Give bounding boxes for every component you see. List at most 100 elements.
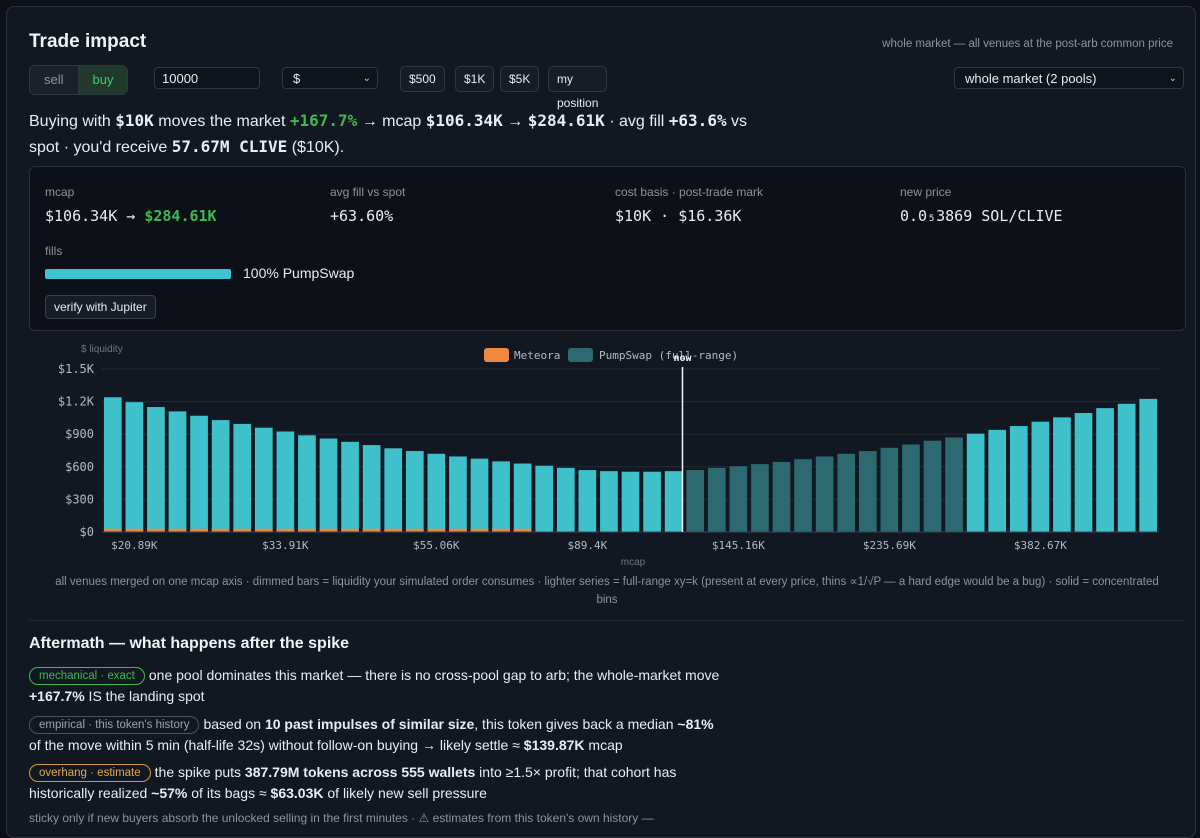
stat-label: cost basis · post-trade mark <box>615 185 764 199</box>
bar-pumpswap <box>880 447 899 532</box>
preset-500-button[interactable]: $500 <box>400 66 445 92</box>
preset-1k-button[interactable]: $1K <box>455 66 495 92</box>
bar-pumpswap <box>1053 417 1071 532</box>
bar-meteora <box>513 528 532 532</box>
aftermath-row-overhang: overhang · estimate the spike puts 387.79… <box>29 762 729 804</box>
row-text: of its bags ≈ <box>187 785 271 801</box>
row-text: based on <box>203 716 265 732</box>
bar-pumpswap <box>902 444 920 532</box>
bar-pumpswap <box>449 456 467 532</box>
scope-select[interactable]: whole market (2 pools) ⌄ <box>954 67 1184 89</box>
currency-select[interactable]: $ ⌄ <box>282 67 378 89</box>
row-text: of likely new sell pressure <box>323 785 487 801</box>
y-tick-label: $300 <box>65 492 94 506</box>
bar-pumpswap <box>1009 426 1028 532</box>
bar-meteora <box>427 528 446 532</box>
x-tick-label: $20.89K <box>111 539 158 552</box>
fills-label: fills <box>45 244 63 258</box>
aftermath-row-empirical: empirical · this token's history based on… <box>29 714 729 756</box>
bar-pumpswap <box>858 451 877 532</box>
stat-cost-basis: cost basis · post-trade mark $10K · $16.… <box>615 185 763 225</box>
bar-meteora <box>211 528 230 532</box>
sell-button[interactable]: sell <box>30 66 78 94</box>
liquidity-chart: $ liquidity $0 $300 $600 $900 $1.2K $1.5K Meteo… <box>58 344 1159 568</box>
bar-pumpswap <box>384 448 403 532</box>
scope-value: whole market (2 pools) <box>965 71 1097 86</box>
stat-label: mcap <box>45 185 75 199</box>
bar-meteora <box>190 528 208 532</box>
bar-pumpswap <box>556 467 575 532</box>
impact-summary: Buying with $10K moves the market +167.7… <box>29 108 769 160</box>
my-position-button[interactable]: my position <box>548 66 608 110</box>
bar-meteora <box>470 528 489 532</box>
bar-pumpswap <box>923 440 942 532</box>
bar-meteora <box>125 528 144 532</box>
stat-value: 0.0₅3869 SOL/CLIVE <box>900 207 1063 225</box>
bar-pumpswap <box>513 463 532 532</box>
stat-avg-fill: avg fill vs spot +63.60% <box>330 185 405 225</box>
bar-pumpswap <box>1096 408 1114 532</box>
row-strong: +167.7% <box>29 688 85 704</box>
y-tick-label: $0 <box>80 525 94 539</box>
bar-pumpswap <box>470 458 489 532</box>
legend-label-pumpswap: PumpSwap (full-range) <box>599 349 738 362</box>
bar-pumpswap <box>103 397 122 532</box>
amount-input[interactable]: 10000 <box>154 67 260 89</box>
aftermath-title: Aftermath — what happens after the spike <box>29 635 350 652</box>
y-tick-label: $900 <box>65 427 94 441</box>
x-tick-label: $235.69K <box>863 539 916 552</box>
summary-arrow: → <box>502 113 528 130</box>
summary-amount: $10K <box>115 111 154 130</box>
bar-pumpswap <box>643 471 661 532</box>
legend-label-meteora: Meteora <box>514 349 560 362</box>
trade-impact-panel: Trade impact whole market — all venues a… <box>6 6 1196 838</box>
summary-move: +167.7% <box>289 111 358 130</box>
buy-button[interactable]: buy <box>77 66 128 94</box>
x-tick-label: $89.4K <box>567 539 607 552</box>
bar-pumpswap <box>168 411 187 532</box>
row-strong: $139.87K <box>523 737 585 753</box>
chevron-down-icon: ⌄ <box>1168 73 1177 84</box>
row-text: the spike puts <box>154 764 245 780</box>
panel-title: Trade impact <box>29 31 147 52</box>
bar-pumpswap <box>772 461 791 532</box>
y-axis-label: $ liquidity <box>81 344 123 355</box>
now-marker-label: now <box>673 353 692 364</box>
x-tick-label: $55.06K <box>413 539 460 552</box>
bar-pumpswap <box>945 437 963 532</box>
bar-pumpswap <box>578 470 597 532</box>
summary-text: ($10K). <box>287 139 345 156</box>
summary-text: vs spot · you'd receive <box>29 113 748 156</box>
section-divider <box>29 620 1184 621</box>
bar-pumpswap <box>600 471 618 532</box>
bar-pumpswap <box>751 464 769 532</box>
summary-text: → mcap <box>357 113 426 130</box>
bar-pumpswap <box>298 435 316 532</box>
preset-5k-button[interactable]: $5K <box>500 66 540 92</box>
bar-pumpswap <box>362 445 381 532</box>
row-strong: 387.79M tokens across 555 wallets <box>244 764 476 780</box>
bar-meteora <box>147 528 165 532</box>
bar-meteora <box>233 528 252 532</box>
stat-mcap: mcap $106.34K → $284.61K <box>45 185 217 225</box>
currency-value: $ <box>293 71 301 86</box>
bar-pumpswap <box>233 423 252 532</box>
row-text: one pool dominates this market — there i… <box>148 667 720 683</box>
row-strong: $63.03K <box>270 785 324 801</box>
side-toggle: sell buy <box>29 65 129 95</box>
bar-pumpswap <box>211 420 230 532</box>
row-strong: ~57% <box>151 785 188 801</box>
bar-meteora <box>319 528 338 532</box>
bar-meteora <box>298 528 316 532</box>
summary-mcap-to: $284.61K <box>527 111 605 130</box>
bar-pumpswap <box>664 471 683 532</box>
stats-card: mcap $106.34K → $284.61K avg fill vs spo… <box>29 166 1186 331</box>
summary-text: · avg fill <box>604 113 669 130</box>
stat-new-price: new price 0.0₅3869 SOL/CLIVE <box>900 185 1063 225</box>
scope-note: whole market — all venues at the post-ar… <box>882 38 1173 50</box>
y-tick-label: $600 <box>65 460 94 474</box>
verify-jupiter-button[interactable]: verify with Jupiter <box>45 295 156 319</box>
bar-pumpswap <box>837 453 856 532</box>
bar-meteora <box>276 528 295 532</box>
bar-meteora <box>449 528 467 532</box>
